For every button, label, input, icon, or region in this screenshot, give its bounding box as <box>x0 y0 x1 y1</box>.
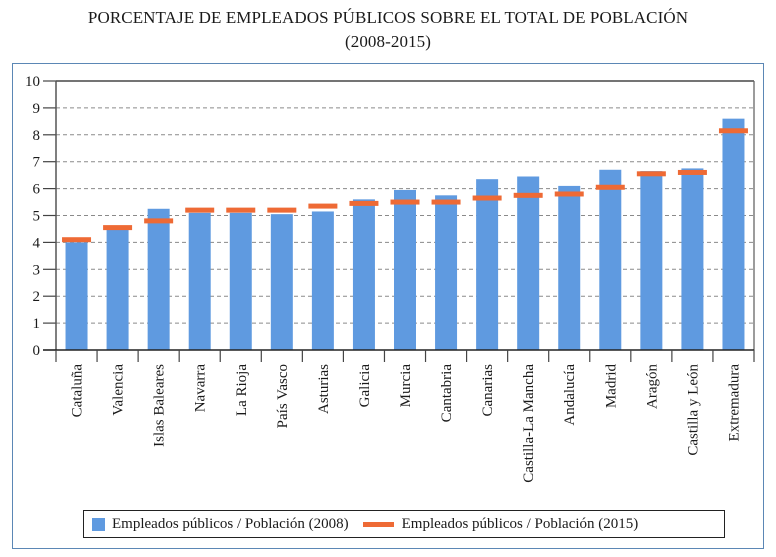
legend-swatch-2008 <box>92 517 105 531</box>
marker-2015 <box>144 218 174 224</box>
marker-2015 <box>185 207 215 213</box>
x-tick-label: La Rioja <box>234 364 250 416</box>
y-tick-label: 6 <box>33 182 41 198</box>
x-tick-label: Navarra <box>193 364 209 413</box>
bar-2008 <box>599 169 622 350</box>
x-tick-label: Castilla-La Mancha <box>521 364 537 483</box>
bar-2008 <box>106 228 129 350</box>
y-tick-label: 2 <box>33 289 41 305</box>
x-tick-label: Andalucía <box>562 364 578 426</box>
bar-2008 <box>640 171 663 350</box>
bar-2008 <box>517 176 540 350</box>
bar-2008 <box>270 214 293 350</box>
bar-2008 <box>188 212 211 350</box>
marker-2015 <box>554 191 584 197</box>
bar-2008 <box>229 212 252 350</box>
bar-2008 <box>65 242 88 350</box>
bar-2008 <box>722 118 745 350</box>
x-tick-label: Madrid <box>603 364 619 409</box>
marker-2015 <box>308 203 338 209</box>
x-tick-label: Aragón <box>644 364 660 409</box>
y-tick-label: 7 <box>33 155 41 171</box>
marker-2015 <box>390 199 420 205</box>
chart-frame <box>12 63 764 549</box>
bar-2008 <box>558 185 581 350</box>
bar-2008 <box>147 208 170 350</box>
marker-2015 <box>267 207 297 213</box>
marker-2015 <box>472 195 502 201</box>
legend-label-2008: Empleados públicos / Población (2008) <box>112 515 349 532</box>
y-tick-label: 5 <box>33 209 41 225</box>
y-tick-label: 1 <box>33 316 41 332</box>
marker-2015 <box>636 171 666 177</box>
bar-2008 <box>681 168 704 350</box>
x-tick-label: Castilla y León <box>685 364 701 456</box>
x-tick-label: Cantabria <box>439 364 455 423</box>
legend-swatch-2015 <box>362 521 394 527</box>
bar-2008 <box>352 199 375 350</box>
marker-2015 <box>349 200 379 206</box>
x-tick-label: Asturias <box>316 364 332 414</box>
x-tick-label: Cataluña <box>70 364 86 418</box>
marker-2015 <box>718 128 748 134</box>
y-tick-label: 0 <box>33 343 41 359</box>
marker-2015 <box>226 207 256 213</box>
marker-2015 <box>103 225 133 231</box>
y-tick-label: 3 <box>33 262 41 278</box>
chart-title: PORCENTAJE DE EMPLEADOS PÚBLICOS SOBRE E… <box>87 8 689 27</box>
bar-2008 <box>311 211 334 350</box>
bar-2008 <box>394 189 416 350</box>
y-tick-label: 8 <box>33 128 41 144</box>
x-tick-label: País Vasco <box>275 364 291 428</box>
x-tick-label: Islas Baleares <box>152 364 168 447</box>
marker-2015 <box>677 169 707 175</box>
x-tick-label: Murcia <box>398 364 414 408</box>
y-tick-label: 10 <box>25 74 40 90</box>
y-tick-label: 9 <box>33 101 41 117</box>
x-tick-label: Valencia <box>111 364 127 416</box>
marker-2015 <box>595 184 625 190</box>
chart-subtitle: (2008-2015) <box>344 32 432 51</box>
marker-2015 <box>431 199 461 205</box>
bar-2008 <box>435 195 458 350</box>
marker-2015 <box>62 237 92 243</box>
legend: Empleados públicos / Población (2008) Em… <box>83 510 725 538</box>
y-tick-label: 4 <box>33 235 41 251</box>
x-tick-label: Extremadura <box>726 364 742 442</box>
bar-2008 <box>476 179 499 350</box>
x-tick-label: Canarias <box>480 364 496 417</box>
marker-2015 <box>513 192 543 198</box>
legend-label-2015: Empleados públicos / Población (2015) <box>401 515 639 532</box>
x-tick-label: Galicia <box>357 364 373 408</box>
